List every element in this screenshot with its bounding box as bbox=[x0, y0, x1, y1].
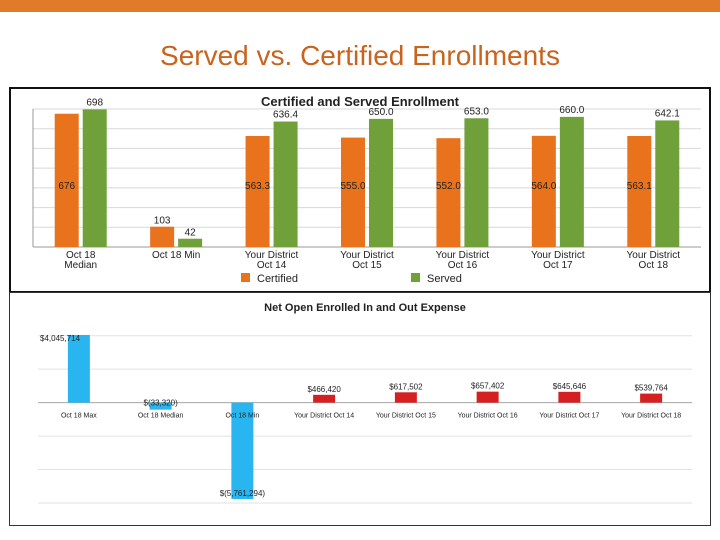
bar-certified bbox=[627, 136, 652, 247]
category-label: Your District Oct 18 bbox=[621, 413, 681, 420]
bar-certified bbox=[341, 137, 365, 247]
bar-certified bbox=[54, 113, 79, 247]
category-label: Oct 14 bbox=[257, 260, 287, 271]
bar-served bbox=[82, 109, 107, 247]
bar bbox=[149, 402, 172, 410]
category-label: Oct 18 bbox=[66, 250, 96, 261]
data-label: $657,402 bbox=[471, 382, 505, 391]
bar bbox=[231, 402, 254, 500]
data-label: 103 bbox=[154, 216, 171, 227]
category-label: Oct 17 bbox=[543, 260, 573, 271]
bar-certified bbox=[531, 135, 556, 247]
legend-swatch-certified bbox=[241, 273, 250, 282]
data-label: $539,764 bbox=[634, 384, 668, 393]
data-label: $(33,320) bbox=[144, 399, 179, 408]
category-label: Your District Oct 16 bbox=[458, 413, 518, 420]
chart-title: Certified and Served Enrollment bbox=[261, 94, 460, 109]
bar-certified bbox=[150, 226, 175, 247]
bar-served bbox=[464, 118, 489, 247]
data-label: 555.0 bbox=[340, 181, 365, 192]
category-label: Median bbox=[64, 260, 97, 271]
category-label: Your District bbox=[245, 250, 299, 261]
data-label: 676 bbox=[58, 181, 75, 192]
slide-title: Served vs. Certified Enrollments bbox=[160, 40, 560, 71]
certified-served-chart-frame: Certified and Served Enrollment 676 698 Oct… bbox=[9, 87, 711, 293]
data-label: 563.3 bbox=[245, 181, 270, 192]
data-label: $466,420 bbox=[307, 385, 341, 394]
bar-served bbox=[273, 121, 298, 247]
data-label: $4,045,714 bbox=[40, 334, 81, 343]
bar-served bbox=[178, 238, 203, 247]
bar-served bbox=[559, 116, 584, 247]
data-label: 653.0 bbox=[464, 106, 489, 117]
data-label: 42 bbox=[185, 228, 197, 239]
data-label: 563.1 bbox=[627, 181, 652, 192]
top-accent-bar bbox=[0, 0, 720, 12]
chart-title: Net Open Enrolled In and Out Expense bbox=[264, 302, 466, 314]
legend-label-served: Served bbox=[427, 273, 462, 285]
category-label: Oct 18 Min bbox=[152, 250, 200, 261]
net-open-enrolled-chart: Net Open Enrolled In and Out Expense $4,0… bbox=[38, 302, 692, 504]
data-label: 698 bbox=[86, 97, 103, 108]
net-open-enrolled-chart-frame: Net Open Enrolled In and Out Expense $4,0… bbox=[9, 292, 711, 526]
category-label: Oct 18 Min bbox=[225, 413, 259, 420]
category-label: Oct 18 Max bbox=[61, 413, 97, 420]
category-label: Oct 18 bbox=[639, 260, 669, 271]
data-label: 564.0 bbox=[531, 181, 556, 192]
bar-certified bbox=[436, 138, 461, 247]
category-label: Your District Oct 17 bbox=[539, 413, 599, 420]
category-label: Oct 16 bbox=[448, 260, 478, 271]
category-label: Your District Oct 15 bbox=[376, 413, 436, 420]
category-label: Oct 18 Median bbox=[138, 413, 184, 420]
category-label: Your District bbox=[627, 250, 681, 261]
bar bbox=[67, 334, 90, 403]
bar-certified bbox=[245, 136, 270, 247]
category-label: Your District bbox=[436, 250, 490, 261]
certified-served-chart: Certified and Served Enrollment 676 698 Oct… bbox=[32, 94, 701, 285]
data-label: 642.1 bbox=[655, 108, 680, 119]
category-label: Oct 15 bbox=[352, 260, 382, 271]
data-label: $617,502 bbox=[389, 382, 423, 391]
bar-served bbox=[369, 118, 393, 247]
legend-swatch-served bbox=[411, 273, 420, 282]
data-label: 650.0 bbox=[368, 107, 393, 118]
bar bbox=[558, 391, 581, 403]
bar bbox=[476, 391, 499, 403]
data-label: 660.0 bbox=[559, 105, 584, 116]
category-label: Your District bbox=[531, 250, 585, 261]
bar bbox=[640, 393, 663, 403]
bar bbox=[394, 392, 417, 403]
data-label: 636.4 bbox=[273, 110, 298, 121]
bar-served bbox=[655, 120, 680, 247]
data-label: 552.0 bbox=[436, 181, 461, 192]
category-label: Your District Oct 14 bbox=[294, 413, 354, 420]
data-label: $645,646 bbox=[553, 382, 587, 391]
bar bbox=[313, 394, 336, 403]
legend-label-certified: Certified bbox=[257, 273, 298, 285]
data-label: $(5,761,294) bbox=[220, 489, 266, 498]
category-label: Your District bbox=[340, 250, 394, 261]
